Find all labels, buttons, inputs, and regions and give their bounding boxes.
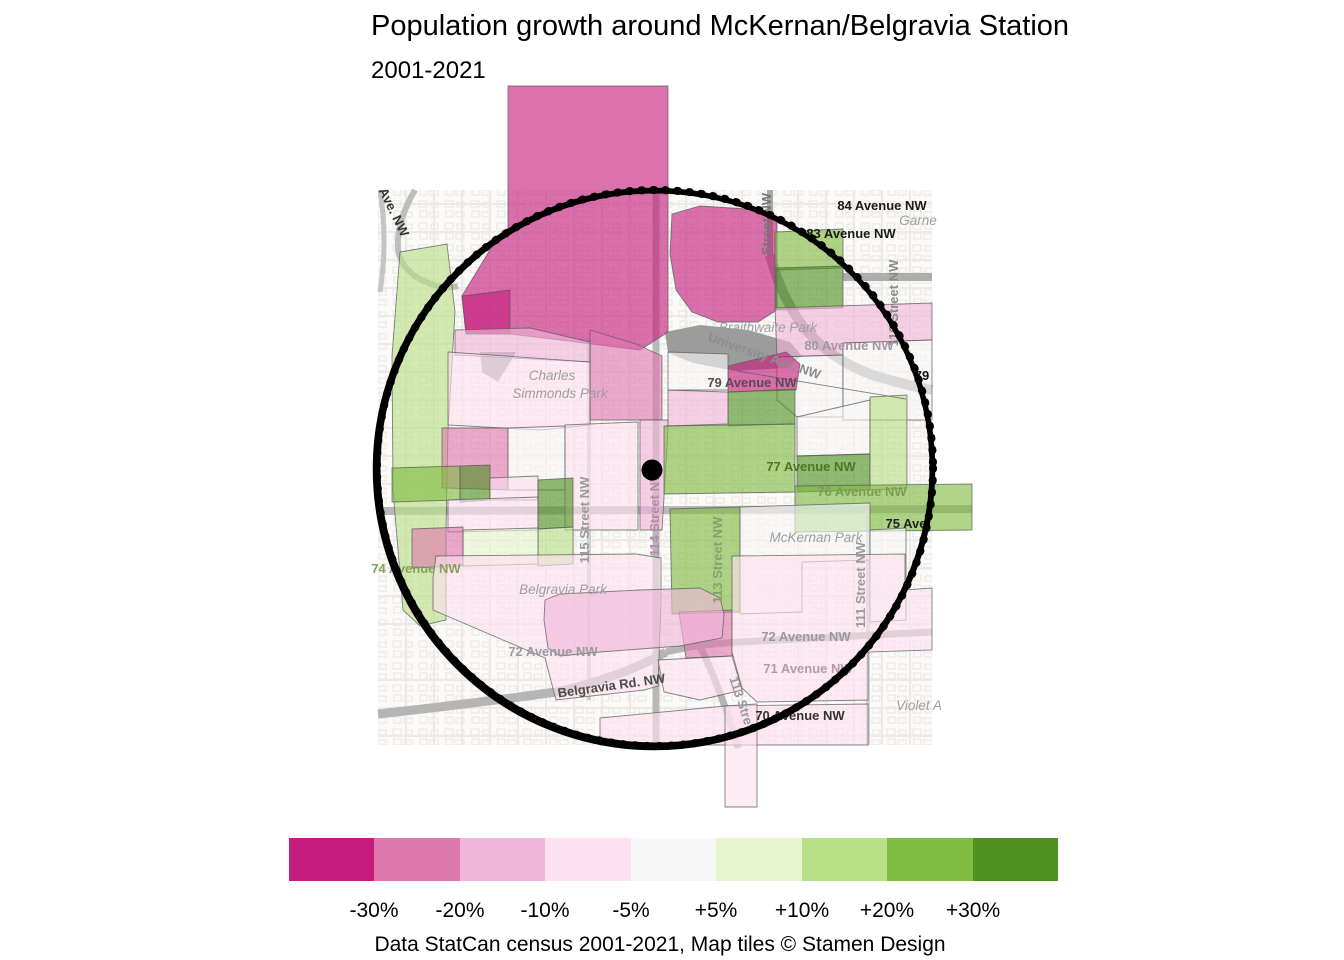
legend-swatch: [630, 838, 717, 881]
census-tract: [869, 394, 908, 491]
park-label: Simmonds Park: [512, 386, 609, 401]
street-label: 84 Avenue NW: [837, 198, 927, 213]
legend-tick: -5%: [612, 899, 650, 922]
census-tract: [774, 265, 844, 311]
park-label: Charles: [529, 368, 576, 383]
map-labels: 84 Avenue NW Garne 83 Avenue NW 110 Stre…: [371, 185, 942, 726]
street-label: 72 Avenue NW: [508, 644, 598, 659]
census-tract: [667, 389, 729, 427]
legend-swatch: [289, 838, 375, 881]
street-label: 74 Avenue NW: [371, 561, 461, 576]
census-tract: [391, 465, 461, 503]
census-tract: [543, 587, 725, 657]
park-label: McKernan Park: [769, 530, 863, 545]
census-tracts: [391, 85, 973, 808]
legend-tick: -10%: [520, 899, 570, 922]
street-label: 76 Avenue NW: [817, 484, 907, 499]
census-tract: [589, 329, 663, 421]
street-label: 75 Ave: [886, 516, 927, 531]
page-title: Population growth around McKernan/Belgra…: [371, 10, 1070, 42]
legend-swatch: [801, 838, 888, 881]
legend-swatch: [716, 838, 802, 881]
street-label: 77 Avenue NW: [766, 459, 856, 474]
street-label: 80 Avenue NW: [804, 338, 894, 353]
park-label: Belgravia Park: [519, 582, 608, 597]
legend-swatch: [972, 838, 1058, 881]
subtitle: 2001-2021: [371, 57, 486, 84]
station-overlay: [372, 186, 937, 751]
census-tract: [731, 553, 933, 703]
station-buffer-circle-texture: [373, 186, 937, 750]
legend-tick: -30%: [349, 899, 399, 922]
census-tract: [459, 464, 491, 503]
street-label: Street NW: [759, 192, 774, 255]
legend-swatch: [374, 838, 460, 881]
census-tract: [489, 475, 539, 501]
legend-tick: +30%: [945, 899, 1001, 922]
census-tract: [461, 289, 511, 335]
census-tract: [537, 477, 574, 530]
tract-boundary: [736, 370, 907, 400]
census-tract: [564, 421, 639, 531]
street-label: 115 Street NW: [577, 476, 592, 563]
legend-color-bar: [289, 838, 1058, 881]
census-tract: [657, 655, 743, 701]
street-label: 111 Street NW: [853, 541, 868, 628]
census-tract: [727, 388, 796, 427]
place-label: Violet A: [896, 698, 942, 713]
source-caption: Data StatCan census 2001-2021, Map tiles…: [374, 933, 946, 956]
road: [377, 189, 387, 293]
census-tract: [669, 205, 778, 323]
street-label: 83 Avenue NW: [806, 226, 896, 241]
legend-tick: -20%: [435, 899, 485, 922]
legend-swatch: [887, 838, 973, 881]
street-label: 71 Avenue NW: [763, 661, 853, 676]
park-label: Braithwaite Park: [719, 320, 819, 335]
legend-tick: +10%: [774, 899, 830, 922]
station-marker-dot: [641, 459, 663, 481]
legend-tick: +5%: [694, 899, 738, 922]
street-label: 114 Street NW: [647, 469, 662, 556]
place-label: Garne: [899, 213, 937, 228]
legend-swatch: [459, 838, 546, 881]
legend-swatch: [545, 838, 631, 881]
street-label: 72 Avenue NW: [761, 629, 851, 644]
census-tract: [667, 351, 729, 391]
street-label: 79 Avenue NW: [707, 375, 797, 390]
street-label: 113 Street NW: [710, 516, 725, 603]
legend-tick: +20%: [859, 899, 915, 922]
